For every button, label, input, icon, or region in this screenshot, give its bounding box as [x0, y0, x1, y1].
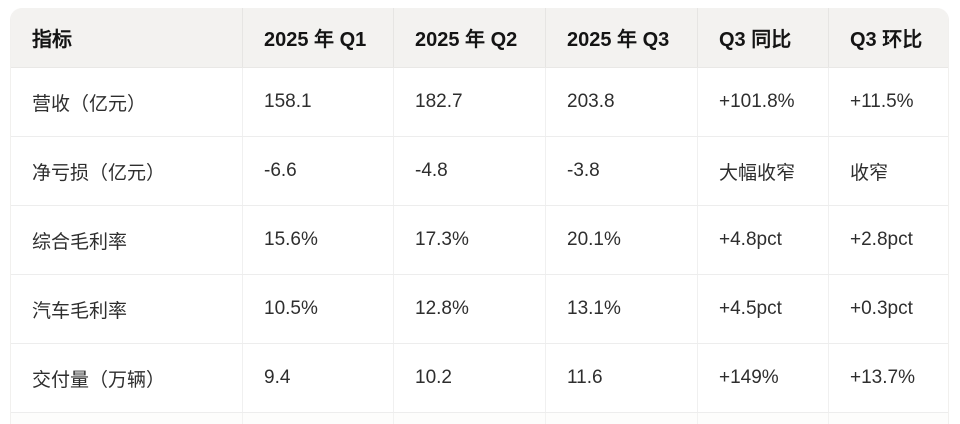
value-cell: 15.6%: [242, 206, 393, 274]
row-label-cell: 交付量（万辆）: [32, 369, 166, 391]
row-label-cell: 汽车毛利率: [32, 300, 128, 322]
value-cell: +149%: [697, 344, 828, 412]
value-cell: -6.6: [242, 137, 393, 205]
value-cell: 20.1%: [545, 206, 697, 274]
value-cell: 10.5%: [242, 275, 393, 343]
header-cell: Q3 环比: [828, 8, 948, 67]
header-cell: 2025 年 Q2: [393, 8, 545, 67]
value-cell: 12.8%: [393, 275, 545, 343]
partial-cell: [697, 413, 828, 424]
value-cell: 13.1%: [545, 275, 697, 343]
value-cell: +4.5pct: [697, 275, 828, 343]
table-row: 交付量（万辆） 9.4 10.2 11.6 +149% +13.7%: [11, 344, 948, 413]
partial-cell: [828, 413, 948, 424]
value-cell: 10.2: [393, 344, 545, 412]
value-cell: 203.8: [545, 68, 697, 136]
table-row: 综合毛利率 15.6% 17.3% 20.1% +4.8pct +2.8pct: [11, 206, 948, 275]
row-label-cell: 净亏损（亿元）: [32, 162, 166, 184]
partial-cell: [11, 413, 242, 424]
value-cell: 9.4: [242, 344, 393, 412]
header-cell: 2025 年 Q3: [545, 8, 697, 67]
financial-quarterly-table: 指标 2025 年 Q1 2025 年 Q2 2025 年 Q3 Q3 同比 Q3 环比 …: [10, 8, 949, 424]
value-cell: +13.7%: [828, 344, 948, 412]
table-body: 营收（亿元） 158.1 182.7 203.8 +101.8% +11.5% 净亏损（亿元…: [11, 68, 948, 413]
header-cell: Q3 同比: [697, 8, 828, 67]
value-cell: -3.8: [545, 137, 697, 205]
value-cell: 17.3%: [393, 206, 545, 274]
value-cell: -4.8: [393, 137, 545, 205]
table-row: 营收（亿元） 158.1 182.7 203.8 +101.8% +11.5%: [11, 68, 948, 137]
table-header-row: 指标 2025 年 Q1 2025 年 Q2 2025 年 Q3 Q3 同比 Q3 环比: [11, 8, 948, 68]
partial-cell: [393, 413, 545, 424]
value-cell: 182.7: [393, 68, 545, 136]
table-partial-row: [11, 413, 948, 424]
header-cell: 2025 年 Q1: [242, 8, 393, 67]
header-cell: 指标: [32, 29, 72, 51]
value-cell: +2.8pct: [828, 206, 948, 274]
value-cell: +11.5%: [828, 68, 948, 136]
value-cell: 大幅收窄: [697, 137, 828, 205]
value-cell: 158.1: [242, 68, 393, 136]
table-row: 汽车毛利率 10.5% 12.8% 13.1% +4.5pct +0.3pct: [11, 275, 948, 344]
partial-cell: [545, 413, 697, 424]
value-cell: +4.8pct: [697, 206, 828, 274]
value-cell: +101.8%: [697, 68, 828, 136]
table-row: 净亏损（亿元） -6.6 -4.8 -3.8 大幅收窄 收窄: [11, 137, 948, 206]
value-cell: 收窄: [828, 137, 948, 205]
row-label-cell: 营收（亿元）: [32, 93, 147, 115]
value-cell: +0.3pct: [828, 275, 948, 343]
partial-cell: [242, 413, 393, 424]
row-label-cell: 综合毛利率: [32, 231, 128, 253]
value-cell: 11.6: [545, 344, 697, 412]
